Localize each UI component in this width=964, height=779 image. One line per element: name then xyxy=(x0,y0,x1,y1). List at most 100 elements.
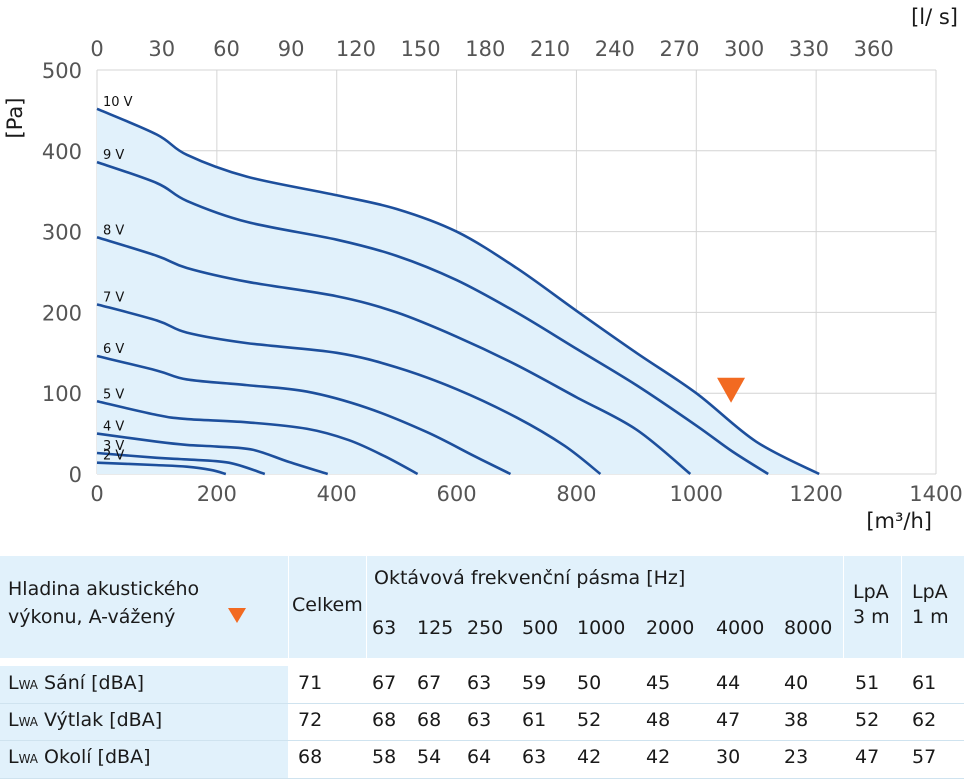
acoustic-table: Hladina akustického výkonu, A-vážený Cel… xyxy=(0,550,964,779)
x-tick-label: 200 xyxy=(197,482,237,506)
x-top-unit: [l/ s] xyxy=(911,5,958,29)
curves: 10 V 9 V 8 V 7 V 6 V 5 V 4 V 3 V2 V xyxy=(96,95,820,476)
ticks: 0 200 400 600 800 1000 1200 1400010020030040050… xyxy=(42,37,963,506)
x-top-tick-label: 150 xyxy=(401,37,441,61)
table-cell: 51 xyxy=(855,672,880,694)
table-cell: 63 xyxy=(522,746,547,768)
table-cell: 30 xyxy=(716,746,741,768)
row-label: LWA Okolí [dBA] xyxy=(8,746,151,768)
curve-voltage-label: 7 V xyxy=(103,290,124,305)
table-cell: 63 xyxy=(467,672,492,694)
table-cell: 48 xyxy=(646,709,671,731)
frequency-header: 2000 xyxy=(646,617,695,639)
x-top-tick-label: 120 xyxy=(336,37,376,61)
table-cell: 68 xyxy=(417,709,442,731)
x-bottom-unit: [m³/h] xyxy=(866,509,932,533)
table-cell: 67 xyxy=(417,672,442,694)
table-cell: 47 xyxy=(855,746,880,768)
curve-line xyxy=(96,107,820,476)
x-tick-label: 0 xyxy=(90,482,103,506)
marker-legend-icon xyxy=(228,608,246,623)
x-tick-label: 1200 xyxy=(789,482,842,506)
table-cell: 54 xyxy=(417,746,442,768)
y-tick-label: 0 xyxy=(69,463,82,487)
row-label: LWA Výtlak [dBA] xyxy=(8,709,163,731)
lpa3-header: LpA xyxy=(853,581,889,603)
curve-voltage-label: 5 V xyxy=(103,387,124,402)
x-top-tick-label: 210 xyxy=(530,37,570,61)
table-cell: 68 xyxy=(298,746,323,768)
curve-line xyxy=(96,451,266,476)
x-tick-label: 1400 xyxy=(909,482,962,506)
table-cell: 71 xyxy=(298,672,323,694)
lpa3-header-dist: 3 m xyxy=(853,606,890,628)
table-cell: 58 xyxy=(372,746,397,768)
curve-voltage-label: 2 V xyxy=(103,449,124,464)
table-cell: 40 xyxy=(784,672,809,694)
table-cell: 52 xyxy=(855,709,880,731)
x-top-tick-label: 330 xyxy=(789,37,829,61)
curve-voltage-label: 9 V xyxy=(103,148,124,163)
x-top-tick-label: 300 xyxy=(724,37,764,61)
octave-header: Oktávová frekvenční pásma [Hz] xyxy=(374,567,686,589)
curve-voltage-label: 3 V xyxy=(103,439,124,454)
table-cell: 64 xyxy=(467,746,492,768)
divider xyxy=(366,556,367,658)
divider xyxy=(0,703,964,704)
table-cell: 57 xyxy=(912,746,937,768)
y-tick-label: 400 xyxy=(42,140,82,164)
table-cell: 62 xyxy=(912,709,937,731)
x-top-tick-label: 270 xyxy=(659,37,699,61)
frequency-header: 500 xyxy=(522,617,559,639)
lpa1-header-dist: 1 m xyxy=(912,606,949,628)
divider xyxy=(288,556,289,658)
frequency-header: 8000 xyxy=(784,617,833,639)
curve-voltage-label: 4 V xyxy=(103,420,124,435)
x-top-tick-label: 60 xyxy=(213,37,240,61)
curve-voltage-label: 6 V xyxy=(103,342,124,357)
x-tick-label: 800 xyxy=(556,482,596,506)
table-cell: 68 xyxy=(372,709,397,731)
table-cell: 61 xyxy=(522,709,547,731)
frequency-header: 125 xyxy=(417,617,454,639)
table-cell: 52 xyxy=(577,709,602,731)
curve-line xyxy=(96,461,227,476)
x-top-tick-label: 0 xyxy=(90,37,103,61)
header-band xyxy=(0,556,964,658)
table-cell: 63 xyxy=(467,709,492,731)
lpa1-header: LpA xyxy=(912,581,948,603)
table-title: Hladina akustického xyxy=(8,578,200,600)
curve-line xyxy=(96,354,512,476)
divider xyxy=(0,740,964,741)
table-cell: 38 xyxy=(784,709,809,731)
fan-curve-chart: 10 V9 V8 V7 V6 V5 V4 V3 V2 V 0 200 400 600 8… xyxy=(3,5,963,533)
frequency-header: 63 xyxy=(372,617,397,639)
operating-point-marker xyxy=(717,377,746,403)
frequency-header: 4000 xyxy=(716,617,765,639)
table-cell: 23 xyxy=(784,746,809,768)
y-tick-label: 100 xyxy=(42,382,82,406)
table-cell: 47 xyxy=(716,709,741,731)
x-tick-label: 600 xyxy=(437,482,477,506)
x-top-tick-label: 360 xyxy=(854,37,894,61)
x-top-tick-label: 180 xyxy=(465,37,505,61)
row-label: LWA Sání [dBA] xyxy=(8,672,145,694)
x-top-tick-label: 90 xyxy=(278,37,305,61)
x-tick-label: 1000 xyxy=(670,482,723,506)
table-cell: 42 xyxy=(646,746,671,768)
divider xyxy=(901,556,902,658)
table-cell: 72 xyxy=(298,709,323,731)
table-cell: 59 xyxy=(522,672,547,694)
curve-voltage-label: 8 V xyxy=(103,223,124,238)
x-tick-label: 400 xyxy=(317,482,357,506)
table-cell: 67 xyxy=(372,672,397,694)
divider xyxy=(843,556,844,658)
table-title-line2: výkonu, A-vážený xyxy=(8,606,176,628)
x-top-tick-label: 240 xyxy=(595,37,635,61)
y-tick-label: 500 xyxy=(42,59,82,83)
celkem-header: Celkem xyxy=(292,594,363,616)
curve-line xyxy=(96,303,602,476)
table-cell: 45 xyxy=(646,672,671,694)
frequency-header: 250 xyxy=(467,617,504,639)
table-cell: 50 xyxy=(577,672,602,694)
